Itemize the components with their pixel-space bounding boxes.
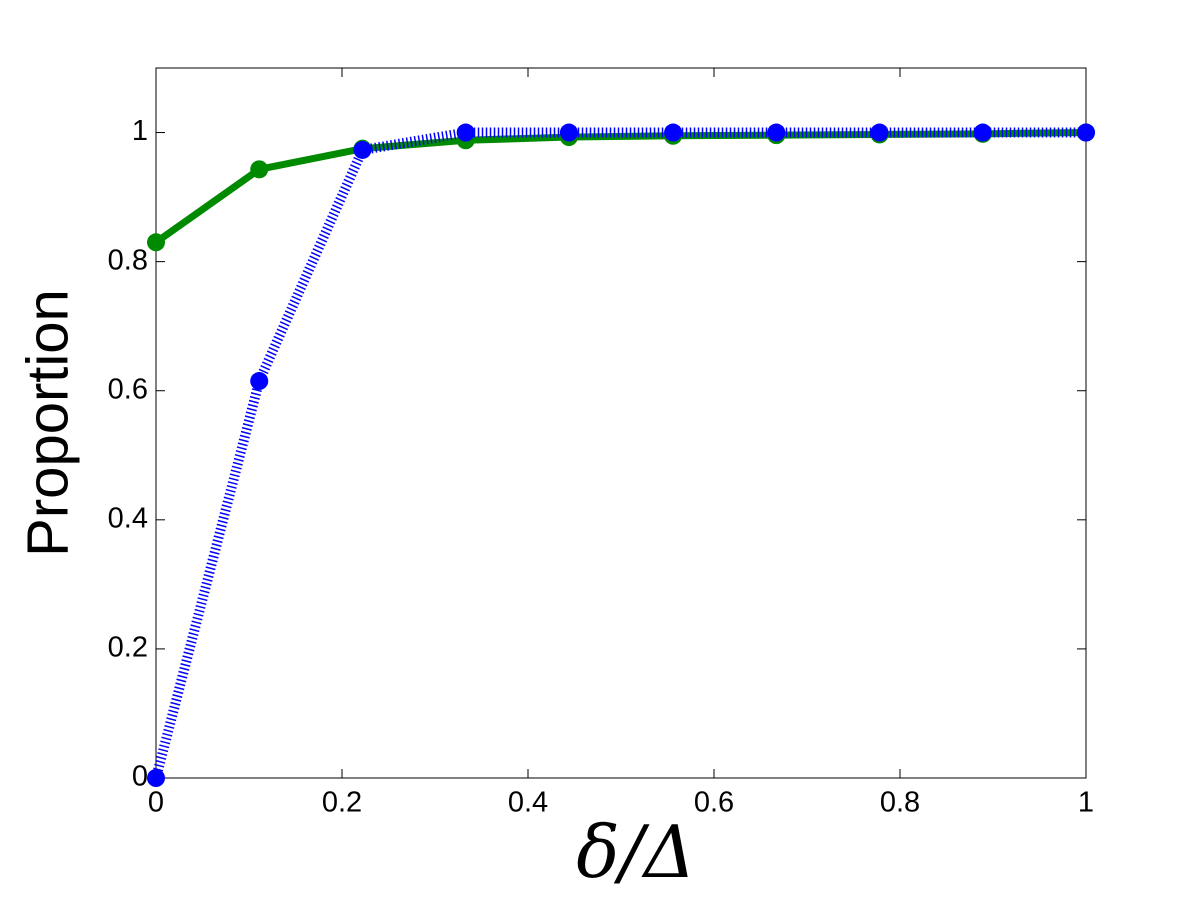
- x-tick-label: 1: [1078, 787, 1094, 819]
- x-tick-label: 0.4: [508, 787, 548, 819]
- marker: [1077, 123, 1095, 142]
- series-line: [151, 127, 1086, 780]
- x-tick-label: 0.6: [694, 787, 734, 819]
- y-tick-label: 0.8: [108, 244, 148, 276]
- marker: [664, 123, 683, 142]
- marker: [973, 123, 992, 142]
- marker: [147, 769, 165, 787]
- y-axis-label: Proportion: [15, 289, 80, 557]
- marker: [250, 160, 269, 179]
- x-axis-label: δ/Δ: [576, 810, 696, 894]
- y-tick-label: 0.6: [108, 373, 148, 405]
- marker: [147, 233, 165, 252]
- x-tick-label: 0.2: [322, 787, 362, 819]
- x-tick-label: 0.8: [880, 787, 920, 819]
- y-tick-label: 0.4: [108, 502, 148, 534]
- marker: [870, 123, 889, 142]
- y-tick-label: 0.2: [108, 632, 148, 664]
- marker: [456, 123, 475, 142]
- marker: [559, 123, 578, 142]
- y-tick-label: 0: [132, 761, 148, 793]
- plot-frame: [155, 67, 1087, 779]
- marker: [250, 372, 269, 391]
- y-tick-label: 1: [132, 115, 148, 147]
- marker: [767, 123, 786, 142]
- marker: [353, 140, 372, 159]
- x-tick-label: 0: [148, 787, 164, 819]
